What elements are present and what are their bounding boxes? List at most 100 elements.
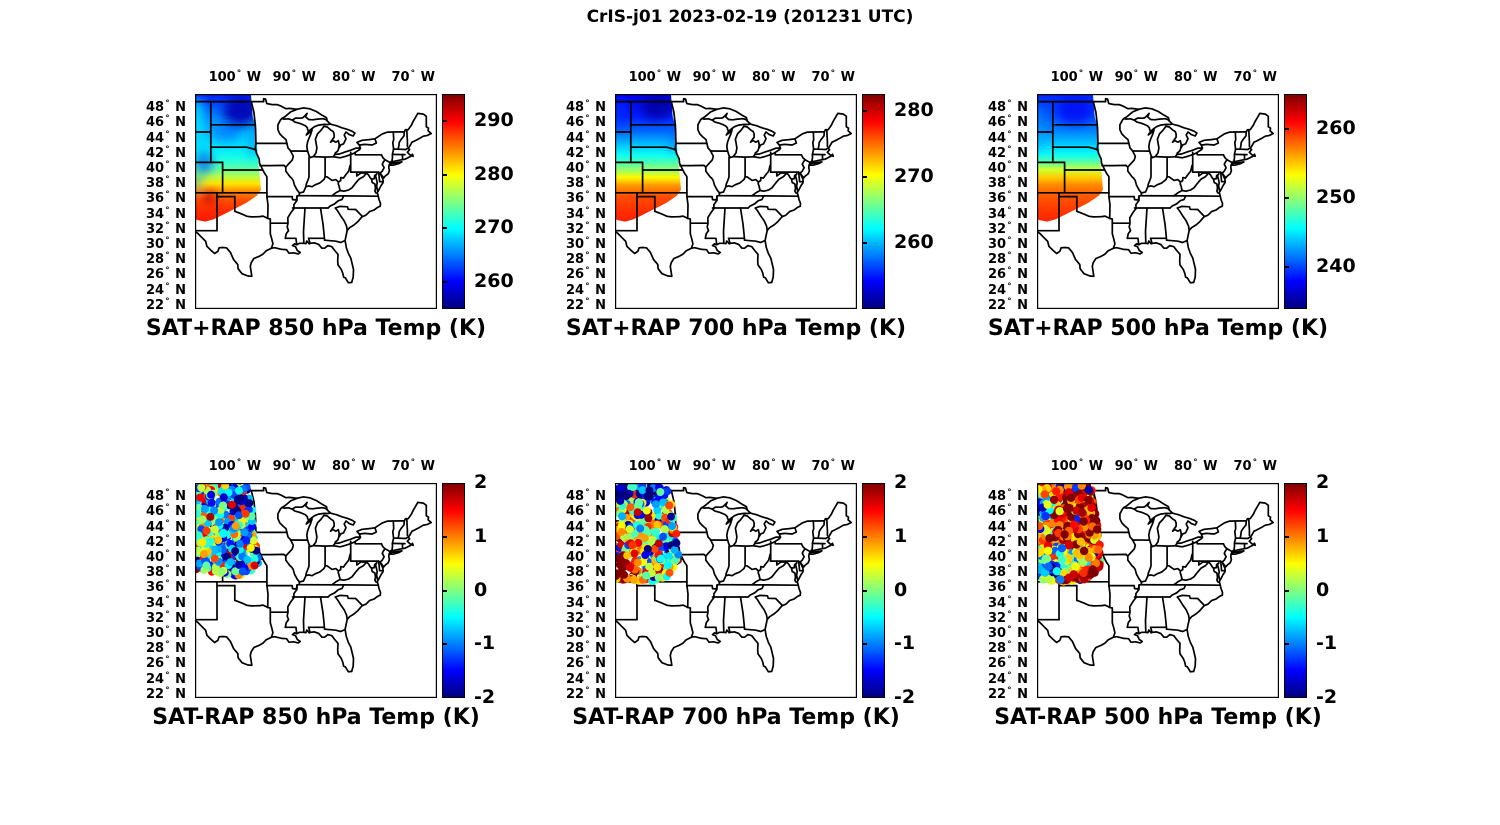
- axes-border: [1037, 94, 1280, 310]
- lat-tick-label: 46° N: [566, 503, 606, 520]
- degree-symbol: °: [585, 175, 590, 186]
- lat-tick-label: 38° N: [988, 564, 1028, 581]
- degree-symbol: °: [1078, 458, 1084, 468]
- data-swath: [195, 94, 261, 222]
- colorbar-tick-label: 1: [894, 524, 908, 547]
- lon-tick-label: 90° W: [272, 69, 317, 85]
- degree-symbol: °: [1007, 518, 1012, 529]
- degree-symbol: °: [771, 69, 776, 79]
- lon-tick-label: 100° W: [208, 458, 262, 474]
- degree-symbol: °: [585, 488, 590, 499]
- panel-sat-minus-rap-850: 100° W 90° W 80° W 70° W 48° N 46° N 44° N 42° …: [120, 441, 530, 746]
- colorbar-tick-label: 0: [474, 578, 488, 601]
- colorbar-tick-label: 240: [1316, 255, 1356, 278]
- colorbar-tick-label: -2: [894, 686, 916, 708]
- colorbar-tick-label: -2: [474, 686, 496, 708]
- degree-symbol: °: [165, 640, 170, 651]
- lon-tick-label: 70° W: [1233, 69, 1277, 85]
- degree-symbol: °: [1007, 685, 1012, 696]
- panel-title: SAT-RAP 500 hPa Temp (K): [994, 705, 1322, 730]
- degree-symbol: °: [165, 655, 170, 666]
- degree-symbol: °: [711, 458, 717, 468]
- degree-symbol: °: [585, 594, 590, 605]
- degree-symbol: °: [165, 99, 170, 110]
- degree-symbol: °: [1007, 114, 1012, 125]
- degree-symbol: °: [165, 624, 170, 635]
- lat-tick-label: 30° N: [988, 235, 1028, 252]
- colorbar-tick-mark: [1285, 127, 1289, 130]
- lat-tick-label: 42° N: [146, 144, 186, 161]
- colorbar-tick-label: -1: [474, 632, 496, 655]
- degree-symbol: °: [1193, 69, 1198, 79]
- scatter-dots: [195, 483, 263, 580]
- degree-symbol: °: [1007, 296, 1012, 307]
- lat-tick-label: 48° N: [988, 99, 1028, 116]
- degree-symbol: °: [165, 190, 170, 201]
- colorbar-tick-mark: [443, 535, 447, 538]
- lat-tick-label: 46° N: [988, 503, 1028, 520]
- colorbar-tick-label: 0: [1316, 578, 1330, 601]
- colorbar-tick-mark: [443, 281, 447, 284]
- degree-symbol: °: [585, 251, 590, 262]
- lat-tick-label: 24° N: [988, 670, 1028, 687]
- lat-tick-label: 26° N: [988, 655, 1028, 672]
- lat-tick-label: 44° N: [566, 518, 606, 535]
- colorbar: [862, 483, 885, 698]
- lat-tick-label: 42° N: [566, 144, 606, 161]
- colorbar-tick-mark: [443, 173, 447, 176]
- colorbar-tick-label: 250: [1316, 186, 1356, 209]
- lon-tick-label: 80° W: [332, 458, 376, 474]
- degree-symbol: °: [236, 458, 242, 468]
- colorbar-tick-mark: [863, 643, 867, 646]
- lat-tick-label: 36° N: [566, 579, 606, 596]
- lat-tick-label: 42° N: [988, 533, 1028, 550]
- lon-tick-label: 70° W: [1233, 458, 1277, 474]
- lat-tick-label: 34° N: [566, 594, 606, 611]
- degree-symbol: °: [410, 458, 416, 468]
- lat-tick-label: 28° N: [566, 251, 606, 268]
- degree-symbol: °: [1007, 129, 1012, 140]
- lat-tick-label: 40° N: [146, 548, 186, 565]
- lat-tick-label: 40° N: [988, 159, 1028, 176]
- degree-symbol: °: [830, 69, 836, 79]
- colorbar: [1284, 94, 1307, 309]
- colorbar-tick-label: 270: [894, 164, 934, 187]
- panel-title: SAT-RAP 850 hPa Temp (K): [152, 705, 480, 730]
- lat-tick-label: 44° N: [566, 129, 606, 146]
- lat-tick-label: 42° N: [566, 533, 606, 550]
- lon-tick-label: 100° W: [208, 69, 262, 85]
- degree-symbol: °: [236, 69, 242, 79]
- colorbar-tick-label: 1: [1316, 524, 1330, 547]
- degree-symbol: °: [585, 518, 590, 529]
- lat-tick-label: 24° N: [988, 281, 1028, 298]
- degree-symbol: °: [165, 503, 170, 514]
- lat-tick-label: 34° N: [988, 205, 1028, 222]
- colorbar-tick-label: 2: [1316, 471, 1330, 493]
- lat-tick-label: 24° N: [146, 670, 186, 687]
- map-plot: [1037, 483, 1280, 699]
- degree-symbol: °: [585, 670, 590, 681]
- degree-symbol: °: [165, 594, 170, 605]
- colorbar: [442, 483, 465, 698]
- degree-symbol: °: [585, 533, 590, 544]
- degree-symbol: °: [1007, 670, 1012, 681]
- lat-tick-label: 22° N: [988, 685, 1028, 702]
- degree-symbol: °: [1252, 69, 1258, 79]
- lat-tick-label: 42° N: [988, 144, 1028, 161]
- degree-symbol: °: [1007, 548, 1012, 559]
- colorbar-tick-label: 260: [894, 230, 934, 253]
- degree-symbol: °: [1252, 458, 1258, 468]
- lon-tick-label: 70° W: [811, 458, 855, 474]
- lat-tick-label: 30° N: [566, 235, 606, 252]
- panel-title: SAT-RAP 700 hPa Temp (K): [572, 705, 900, 730]
- degree-symbol: °: [165, 296, 170, 307]
- lat-tick-label: 28° N: [988, 251, 1028, 268]
- lat-tick-label: 38° N: [988, 175, 1028, 192]
- degree-symbol: °: [585, 685, 590, 696]
- lat-tick-label: 44° N: [988, 129, 1028, 146]
- colorbar-tick-mark: [1285, 643, 1289, 646]
- degree-symbol: °: [585, 159, 590, 170]
- colorbar-tick-mark: [863, 241, 867, 244]
- degree-symbol: °: [1007, 175, 1012, 186]
- data-swath: [1037, 94, 1103, 222]
